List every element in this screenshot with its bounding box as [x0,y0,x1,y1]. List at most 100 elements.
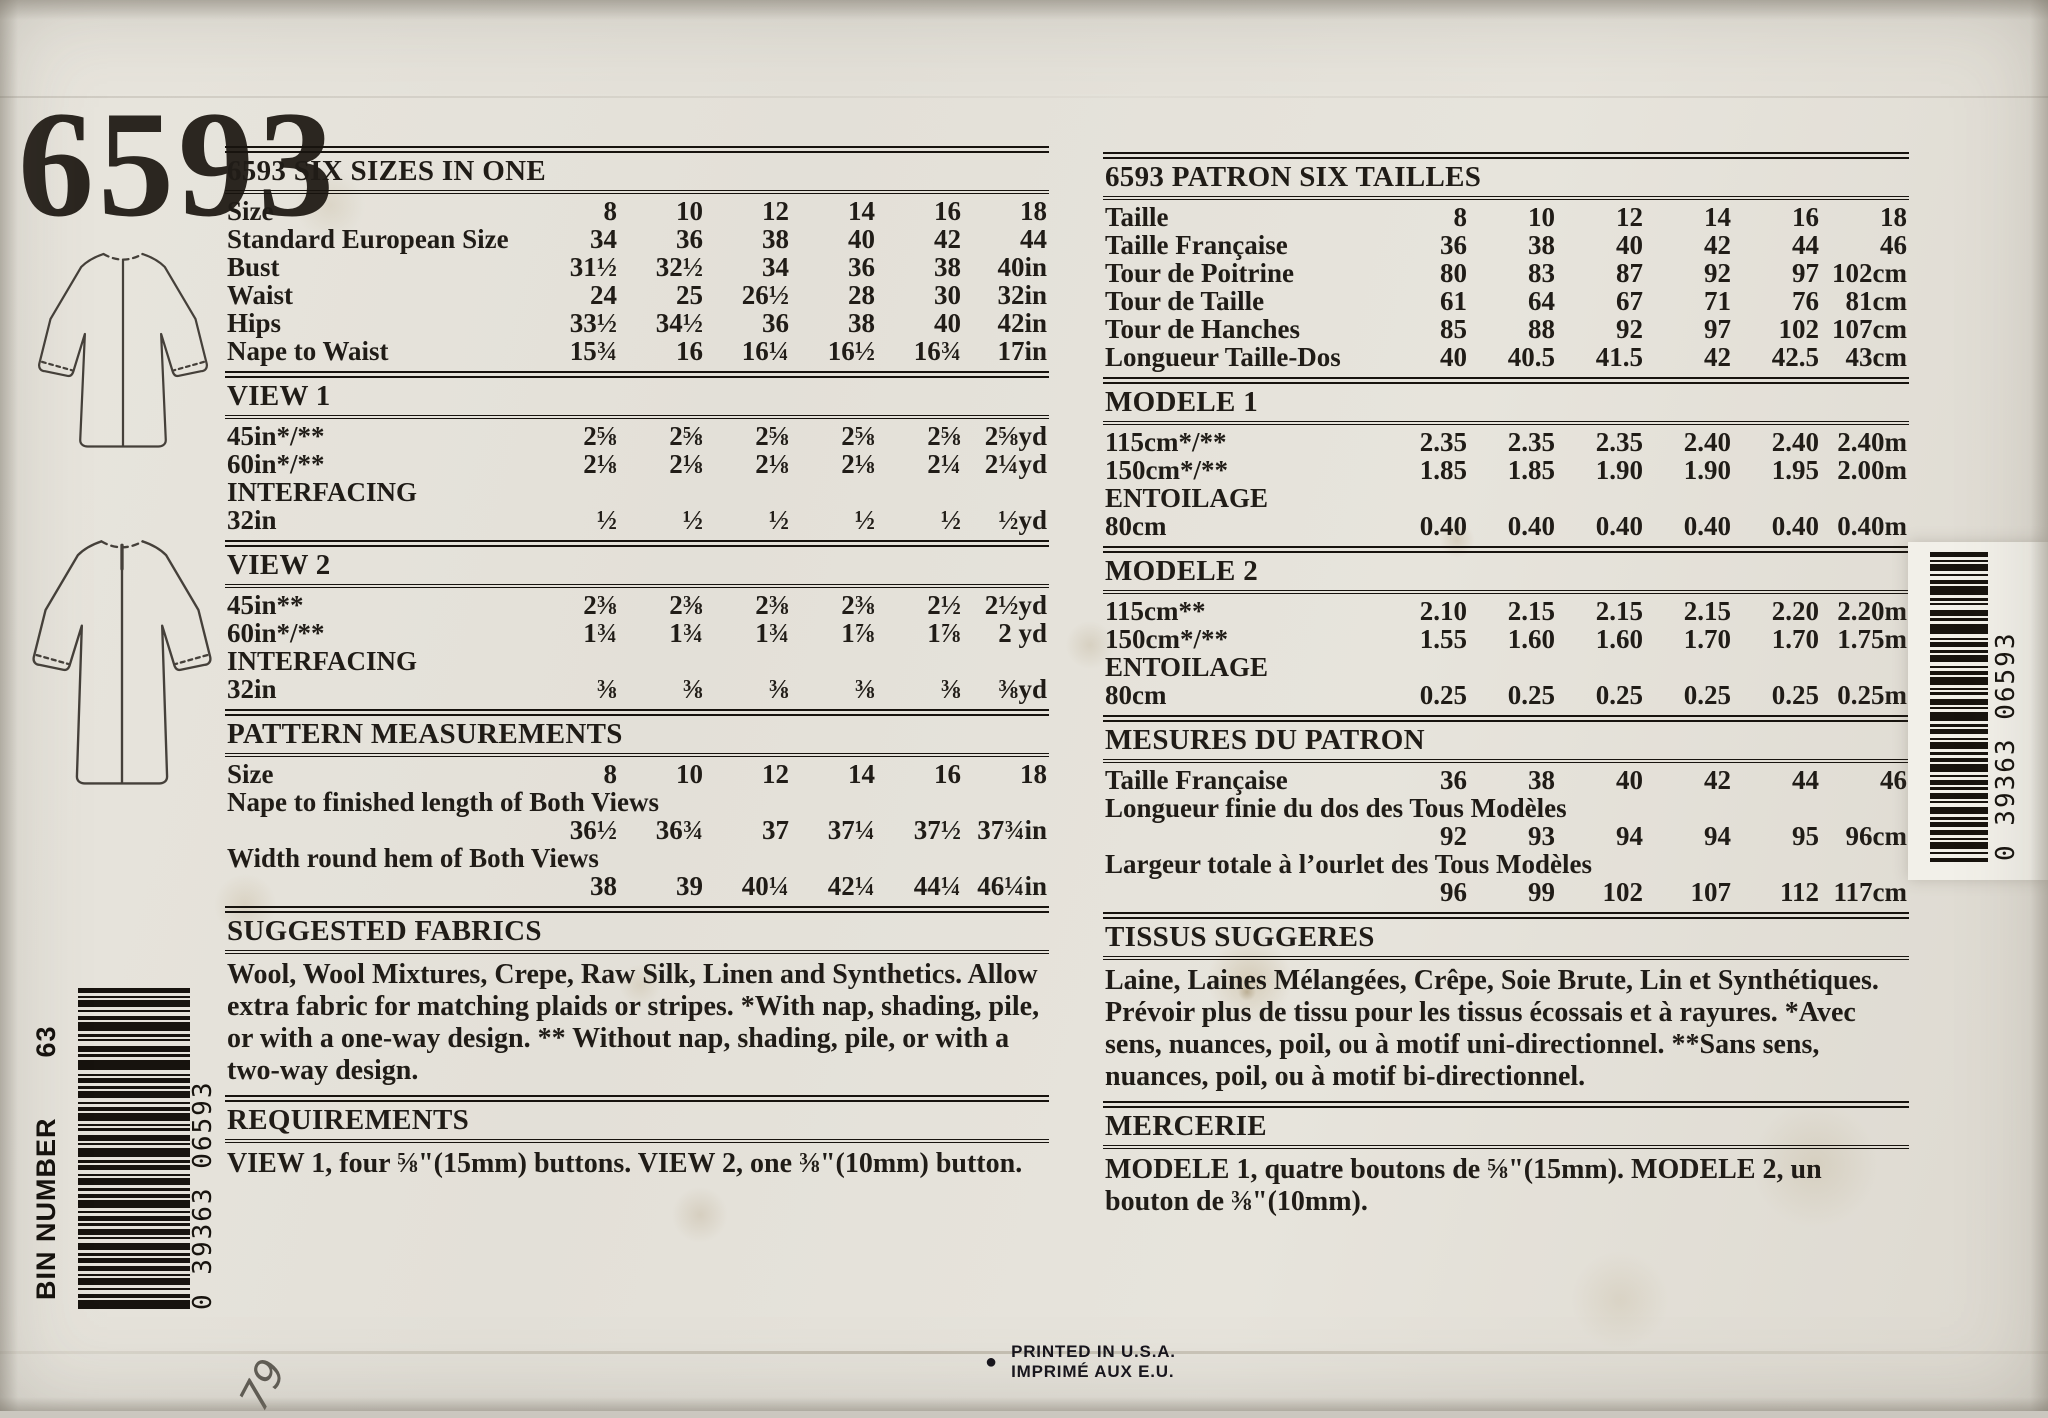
row-label: Taille Française [1105,765,1288,795]
cell-value: 83 [1528,258,1555,288]
cell-value: 1.90 [1595,455,1643,485]
modele1-table: 115cm*/** 2.35 2.35 2.35 2.40 2.40 2.40m 150cm*… [1103,425,1909,546]
cell-value: 16¾ [913,336,961,366]
section-tissus-suggeres: TISSUS SUGGERES Laine, Laines Mélangées,… [1103,912,1909,1101]
mesures-table: Taille Française 36 38 40 42 44 46 Longueur fin… [1103,763,1909,912]
table-row: Waist 24 25 26½ 28 30 32in [227,281,1047,309]
cell-value: 107 [1690,877,1732,907]
cell-value: 44¼ [913,871,961,901]
bin-label-text: BIN NUMBER [30,1117,61,1301]
section-title: 6593 PATRON SIX TAILLES [1103,159,1909,200]
cell-value: 95 [1792,821,1819,851]
cell-value: 2.40 [1683,427,1731,457]
cell-value: ⅜ [768,674,789,704]
section-pattern-measurements: PATTERN MEASUREMENTS Size 8 10 12 14 16 18 Nape… [225,709,1049,906]
table-row: Tour de Taille 61 64 67 71 76 81cm [1105,287,1907,315]
cell-value: 42 [1704,342,1731,372]
row-label: 80cm [1105,680,1167,710]
cell-value: 1⅞ [927,618,961,648]
section-title: VIEW 1 [225,378,1049,419]
cell-value: 16 [1792,202,1819,232]
section-six-tailles: 6593 PATRON SIX TAILLES Taille 8 10 12 14 16 1… [1103,152,1909,377]
french-column: 6593 PATRON SIX TAILLES Taille 8 10 12 14 16 1… [1103,152,1909,1226]
row-label: Width round hem of Both Views [227,843,599,873]
row-label [1105,822,1379,850]
table-row: Tour de Poitrine 80 83 87 92 97 102cm [1105,259,1907,287]
table-row: 38 39 40¼ 42¼ 44¼ 46¼in [227,872,1047,900]
cell-value: 44 [1020,224,1047,254]
row-label: 80cm [1105,511,1167,541]
english-column: 6593 SIX SIZES IN ONE Size 8 10 12 14 16 18 Sta… [225,146,1049,1188]
cell-value: 2.20 [1771,596,1819,626]
row-label: Taille [1105,202,1169,232]
cell-value: ½ [596,505,617,535]
table-row: 92 93 94 94 95 96cm [1105,822,1907,850]
cell-value: 42.5 [1771,342,1819,372]
table-row: Size 8 10 12 14 16 18 [227,760,1047,788]
cell-value: 2.15 [1595,596,1643,626]
section-title: MESURES DU PATRON [1103,722,1909,763]
cell-value: 2⅛ [583,449,617,479]
cell-value: 34 [590,224,617,254]
cell-value: 97 [1792,258,1819,288]
row-label: Tour de Poitrine [1105,258,1295,288]
cell-value: 30 [934,280,961,310]
row-label [1105,878,1379,906]
section-title: SUGGESTED FABRICS [225,913,1049,954]
garment-drawing-view2 [24,512,220,806]
cell-value: 1¾ [669,618,703,648]
cell-value: 96 [1440,877,1467,907]
row-label: Nape to Waist [227,336,389,366]
cell-value: 2.20m [1837,596,1907,626]
cell-value: 46 [1880,230,1907,260]
cell-value: 18 [1020,196,1047,226]
table-row: ENTOILAGE [1105,653,1907,681]
table-row: Taille Française 36 38 40 42 44 46 [1105,231,1907,259]
cell-value: 40 [848,224,875,254]
cell-value: ⅜ [682,674,703,704]
cell-value: 36 [676,224,703,254]
cell-value: 12 [1616,202,1643,232]
cell-value: 93 [1528,821,1555,851]
printed-in-usa-block: ● PRINTED IN U.S.A. IMPRIMÉ AUX E.U. [985,1342,1176,1382]
cell-value: 2.40 [1771,427,1819,457]
cell-value: 2⅛ [669,449,703,479]
row-label: 115cm** [1105,596,1206,626]
table-row: Tour de Hanches 85 88 92 97 102 107cm [1105,315,1907,343]
cell-value: 40 [1440,342,1467,372]
cell-value: 2.15 [1507,596,1555,626]
cell-value: ½ [940,505,961,535]
cell-value: 0.40 [1683,511,1731,541]
cell-value: 0.40 [1507,511,1555,541]
cell-value: 61 [1440,286,1467,316]
cell-value: 107cm [1832,314,1907,344]
cell-value: 1⅞ [841,618,875,648]
cell-value: 102 [1778,314,1820,344]
row-label: ENTOILAGE [1105,483,1269,513]
cell-value: 42 [1704,230,1731,260]
cell-value: 1¾ [755,618,789,648]
cell-value: 40 [934,308,961,338]
cell-value: 1.60 [1507,624,1555,654]
view1-table: 45in*/** 2⅝ 2⅝ 2⅝ 2⅝ 2⅝ 2⅝yd 60in*/** 2⅛ 2⅛ 2⅛ 2⅛ 2¼… [225,419,1049,540]
cell-value: 64 [1528,286,1555,316]
cell-value: 2⅝ [583,421,617,451]
row-label: Standard European Size [227,224,509,254]
row-label: ENTOILAGE [1105,652,1269,682]
cell-value: 92 [1616,314,1643,344]
printed-line-en: PRINTED IN U.S.A. [1011,1342,1176,1361]
cell-value: 117cm [1833,877,1908,907]
table-row: 96 99 102 107 112 117cm [1105,878,1907,906]
cell-value: 44 [1792,765,1819,795]
cell-value: 10 [1528,202,1555,232]
cell-value: 87 [1616,258,1643,288]
section-title: PATTERN MEASUREMENTS [225,716,1049,757]
row-label [227,872,531,900]
barcode-left-digits: 0 39363 06593 [188,1080,218,1311]
table-row: 32in ⅜ ⅜ ⅜ ⅜ ⅜ ⅜yd [227,675,1047,703]
cell-value: 36 [1440,765,1467,795]
section-title: 6593 SIX SIZES IN ONE [225,153,1049,194]
cell-value: 40 [1616,765,1643,795]
cell-value: 2¼yd [984,449,1047,479]
cell-value: 24 [590,280,617,310]
